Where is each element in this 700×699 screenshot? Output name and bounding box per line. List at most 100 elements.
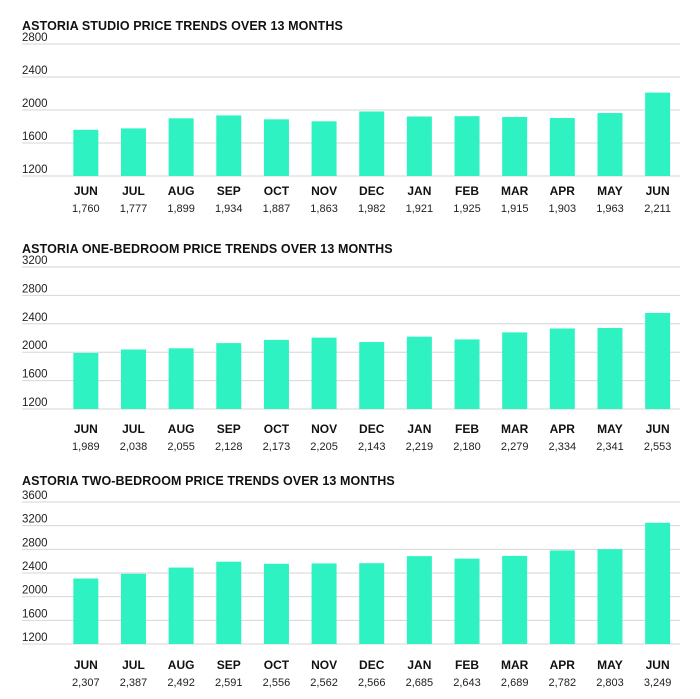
category-label: MAY: [597, 422, 623, 436]
category-label: DEC: [359, 184, 385, 198]
bar: [454, 116, 480, 176]
value-label: 1,989: [72, 441, 100, 453]
value-label: 3,249: [644, 677, 672, 689]
category-label: NOV: [311, 422, 337, 436]
bar: [263, 339, 289, 409]
category-label: NOV: [311, 658, 337, 672]
bar: [216, 561, 242, 644]
value-label: 1,899: [167, 203, 195, 215]
bar: [597, 327, 623, 409]
value-label: 1,760: [72, 203, 100, 215]
value-label: 2,556: [263, 677, 291, 689]
bar: [502, 332, 528, 409]
bar: [263, 563, 289, 644]
value-label: 2,279: [501, 441, 529, 453]
value-label: 2,782: [549, 677, 577, 689]
one-bedroom-price-plot: 1200 1600 2000 2400 2800 3200 JUN 1,989 JUL 2,038…: [22, 255, 680, 453]
value-label: 1,934: [215, 203, 243, 215]
two-bedroom-price-plot: 1200 1600 2000 2400 2800 3200 3600 JUN 2,307 JUL 2…: [22, 490, 680, 689]
value-label: 2,334: [549, 441, 577, 453]
category-label: JUN: [74, 184, 98, 198]
value-label: 1,887: [263, 203, 291, 215]
category-label: SEP: [217, 422, 241, 436]
bar: [120, 573, 146, 644]
two-bedroom-price-chart: ASTORIA TWO-BEDROOM PRICE TRENDS OVER 13…: [0, 474, 700, 699]
value-label: 1,777: [120, 203, 148, 215]
value-label: 1,863: [310, 203, 338, 215]
bar: [597, 549, 623, 644]
category-label: NOV: [311, 184, 337, 198]
y-tick-label: 1600: [22, 608, 48, 620]
y-tick-label: 2000: [22, 340, 48, 352]
category-label: MAR: [501, 184, 529, 198]
y-tick-label: 2400: [22, 65, 48, 77]
value-label: 1,915: [501, 203, 529, 215]
bar: [406, 116, 432, 176]
bar: [359, 563, 385, 644]
value-label: 2,219: [406, 441, 434, 453]
category-label: JAN: [407, 658, 431, 672]
category-label: AUG: [168, 184, 195, 198]
category-label: SEP: [217, 658, 241, 672]
bar: [406, 336, 432, 409]
category-label: SEP: [217, 184, 241, 198]
bar: [502, 555, 528, 644]
y-tick-label: 1200: [22, 397, 48, 409]
category-label: JUN: [646, 184, 670, 198]
bar: [454, 558, 480, 644]
y-tick-label: 1200: [22, 632, 48, 644]
value-label: 2,173: [263, 441, 291, 453]
category-label: JUN: [646, 422, 670, 436]
category-label: MAY: [597, 184, 623, 198]
value-label: 2,591: [215, 677, 243, 689]
bar: [311, 337, 337, 409]
value-label: 2,803: [596, 677, 624, 689]
bar: [73, 578, 99, 644]
value-label: 2,307: [72, 677, 100, 689]
bar: [502, 117, 528, 176]
bar: [73, 352, 99, 409]
y-tick-label: 2000: [22, 585, 48, 597]
y-tick-label: 3600: [22, 490, 48, 502]
category-label: OCT: [264, 422, 290, 436]
y-tick-label: 2400: [22, 561, 48, 573]
category-label: APR: [550, 658, 576, 672]
bar: [359, 342, 385, 409]
value-label: 2,562: [310, 677, 338, 689]
chart-title: ASTORIA ONE-BEDROOM PRICE TRENDS OVER 13…: [22, 242, 393, 256]
studio-price-chart: ASTORIA STUDIO PRICE TRENDS OVER 13 MONT…: [0, 19, 700, 229]
category-label: JUN: [646, 658, 670, 672]
value-label: 2,143: [358, 441, 386, 453]
value-label: 1,925: [453, 203, 481, 215]
category-label: APR: [550, 422, 576, 436]
studio-price-plot: 1200 1600 2000 2400 2800 JUN 1,760 JUL 1,777 AUG 1…: [22, 32, 680, 215]
bar: [645, 522, 671, 644]
y-tick-label: 1200: [22, 164, 48, 176]
value-label: 1,903: [549, 203, 577, 215]
category-label: AUG: [168, 658, 195, 672]
bar: [73, 129, 99, 176]
value-label: 2,038: [120, 441, 148, 453]
category-label: MAR: [501, 658, 529, 672]
value-label: 2,387: [120, 677, 148, 689]
bar: [216, 343, 242, 409]
value-label: 2,341: [596, 441, 624, 453]
one-bedroom-price-chart: ASTORIA ONE-BEDROOM PRICE TRENDS OVER 13…: [0, 242, 700, 457]
category-label: FEB: [455, 184, 479, 198]
chart-title: ASTORIA TWO-BEDROOM PRICE TRENDS OVER 13…: [22, 474, 395, 488]
y-tick-label: 2800: [22, 537, 48, 549]
bar: [359, 111, 385, 176]
category-label: JUL: [122, 658, 145, 672]
value-label: 2,643: [453, 677, 481, 689]
y-tick-label: 3200: [22, 255, 48, 267]
value-label: 2,180: [453, 441, 481, 453]
category-label: JAN: [407, 422, 431, 436]
bar: [549, 550, 575, 644]
bar: [311, 121, 337, 176]
bar: [311, 563, 337, 644]
value-label: 1,963: [596, 203, 624, 215]
bar: [120, 128, 146, 176]
category-label: OCT: [264, 658, 290, 672]
value-label: 2,553: [644, 441, 672, 453]
value-label: 2,685: [406, 677, 434, 689]
